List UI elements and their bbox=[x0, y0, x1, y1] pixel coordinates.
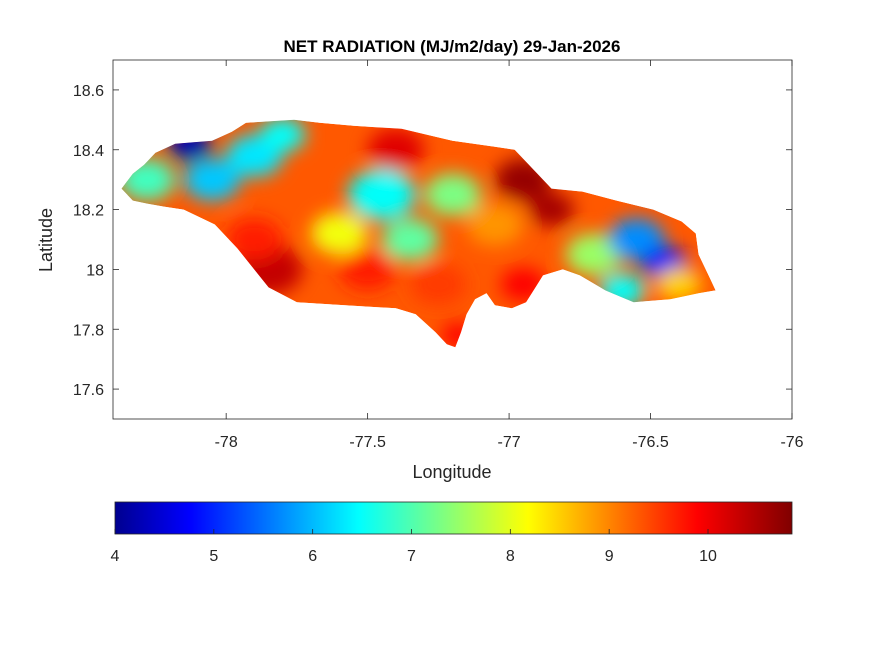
radiation-hotspot bbox=[183, 158, 241, 201]
x-tick-label: -77 bbox=[498, 434, 521, 451]
y-tick-label: 18.2 bbox=[73, 203, 104, 220]
y-axis: 17.6 17.8 18 18.2 18.4 18.6 bbox=[73, 83, 792, 399]
colorbar-gradient bbox=[114, 501, 793, 535]
radiation-hotspot bbox=[528, 192, 575, 227]
colorbar: 4 5 6 7 8 9 10 bbox=[111, 501, 793, 565]
colorbar-tick-label: 7 bbox=[407, 548, 416, 565]
y-tick-label: 17.6 bbox=[73, 382, 104, 399]
radiation-hotspot bbox=[226, 218, 283, 261]
radiation-hotspot bbox=[565, 233, 623, 276]
x-tick-label: -76 bbox=[780, 434, 803, 451]
radiation-hotspot bbox=[311, 212, 368, 255]
x-tick-label: -78 bbox=[215, 434, 238, 451]
y-tick-label: 18 bbox=[86, 262, 104, 279]
chart-title: NET RADIATION (MJ/m2/day) 29-Jan-2026 bbox=[284, 37, 621, 56]
radiation-hotspot bbox=[656, 267, 702, 302]
plot-area bbox=[112, 59, 793, 420]
colorbar-tick-label: 4 bbox=[111, 548, 120, 565]
colorbar-tick-label: 5 bbox=[209, 548, 218, 565]
colorbar-tick-label: 9 bbox=[605, 548, 614, 565]
colorbar-tick-label: 6 bbox=[308, 548, 317, 565]
radiation-hotspot bbox=[424, 173, 481, 216]
y-tick-label: 18.6 bbox=[73, 83, 104, 100]
y-axis-label: Latitude bbox=[36, 208, 56, 272]
x-tick-label: -77.5 bbox=[349, 434, 386, 451]
radiation-hotspot bbox=[410, 263, 467, 306]
radiation-hotspot bbox=[260, 119, 306, 152]
radiation-hotspot bbox=[466, 203, 524, 246]
x-tick-label: -76.5 bbox=[632, 434, 669, 451]
y-tick-label: 18.4 bbox=[73, 143, 104, 160]
radiation-hotspot bbox=[339, 248, 396, 291]
radiation-hotspot bbox=[608, 218, 665, 261]
radiation-field bbox=[121, 119, 716, 348]
colorbar-ticks: 4 5 6 7 8 9 10 bbox=[111, 529, 717, 565]
colorbar-tick-label: 10 bbox=[699, 548, 717, 565]
y-tick-label: 17.8 bbox=[73, 322, 104, 339]
radiation-hotspot bbox=[347, 169, 416, 221]
x-axis: -78 -77.5 -77 -76.5 -76 bbox=[215, 60, 804, 451]
x-axis-label: Longitude bbox=[412, 462, 491, 482]
radiation-hotspot bbox=[381, 218, 439, 261]
colorbar-tick-label: 8 bbox=[506, 548, 515, 565]
radiation-hotspot bbox=[367, 128, 425, 171]
